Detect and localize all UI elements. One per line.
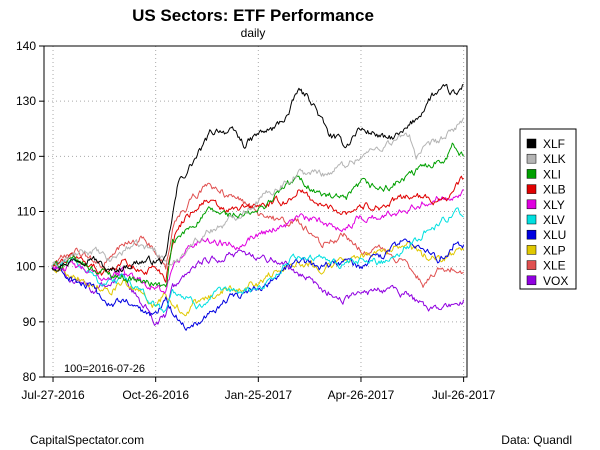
y-tick-label: 100 — [16, 260, 36, 274]
x-axis: Jul-27-2016 Oct-26-2016 Jan-25-2017 Apr-26-… — [21, 377, 496, 402]
legend-label-xli: XLI — [543, 167, 561, 181]
chart-title: US Sectors: ETF Performance — [132, 6, 374, 25]
y-tick-label: 80 — [23, 370, 37, 384]
legend-label-xle: XLE — [543, 259, 566, 273]
y-tick-label: 110 — [17, 205, 36, 219]
base-annotation: 100=2016-07-26 — [64, 363, 145, 375]
legend-swatch-vox — [526, 275, 537, 286]
y-tick-label: 90 — [23, 315, 37, 329]
series-line-xlk — [51, 117, 465, 268]
series-lines — [51, 83, 465, 331]
legend-swatch-xlb — [526, 184, 537, 194]
series-line-xle — [51, 182, 464, 288]
y-axis: 80 90 100 110 120 130 140 — [16, 39, 44, 384]
source-left: CapitalSpectator.com — [30, 433, 144, 447]
legend-label-xlp: XLP — [543, 243, 566, 257]
legend-label-xlk: XLK — [543, 152, 566, 166]
y-tick-label: 120 — [16, 149, 36, 163]
legend-swatch-xlf — [526, 138, 537, 149]
legend-label-vox: VOX — [543, 274, 568, 288]
x-tick-label: Jul-26-2017 — [432, 388, 496, 402]
series-line-xlf — [51, 83, 464, 273]
legend-swatch-xlv — [526, 214, 537, 225]
source-right: Data: Quandl — [501, 433, 572, 447]
legend-swatch-xli — [526, 169, 537, 179]
x-tick-label: Jan-25-2017 — [225, 388, 293, 402]
legend-swatch-xlp — [526, 245, 537, 255]
legend-label-xlu: XLU — [543, 228, 566, 242]
legend-label-xlf: XLF — [543, 137, 565, 151]
x-tick-label: Jul-27-2016 — [21, 388, 85, 402]
grid-lines — [44, 46, 467, 377]
legend-swatch-xlu — [526, 229, 537, 240]
series-line-xli — [51, 142, 465, 288]
y-tick-label: 140 — [16, 39, 36, 53]
series-line-xlv — [51, 207, 464, 313]
chart-subtitle: daily — [241, 26, 266, 40]
series-line-xlb — [51, 175, 464, 283]
legend-swatch-xle — [526, 260, 537, 270]
legend-label-xlb: XLB — [543, 183, 566, 197]
legend-swatch-xly — [526, 199, 537, 210]
legend-label-xlv: XLV — [543, 213, 565, 227]
x-tick-label: Oct-26-2016 — [122, 388, 189, 402]
legend-swatch-xlk — [526, 153, 537, 164]
y-tick-label: 130 — [16, 94, 36, 108]
x-tick-label: Apr-26-2017 — [328, 388, 395, 402]
series-line-xlp — [51, 241, 465, 317]
legend-label-xly: XLY — [543, 198, 565, 212]
